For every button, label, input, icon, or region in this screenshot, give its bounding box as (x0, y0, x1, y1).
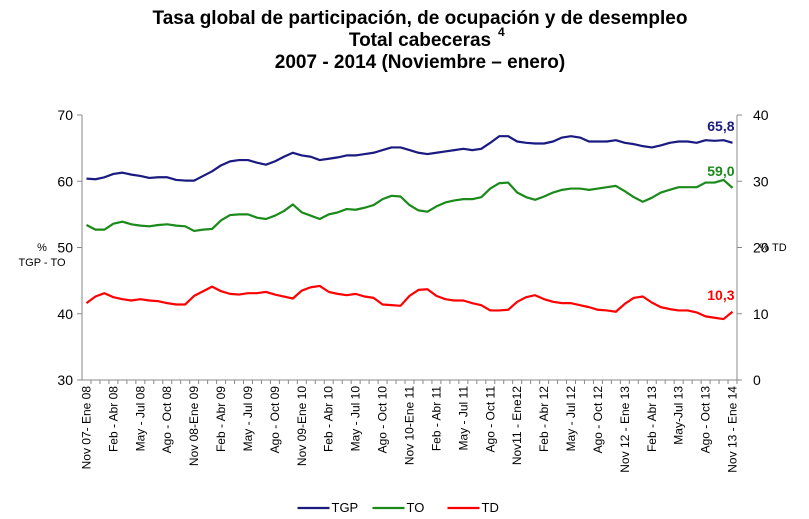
data-label: 10,3 (707, 287, 734, 303)
data-label: 59,0 (707, 163, 734, 179)
x-tick-label: Nov11 - Ene12 (510, 386, 524, 465)
x-tick-label: Nov 13 - Ene 14 (726, 386, 740, 473)
x-tick-label: Ago - Oct 09 (268, 386, 282, 454)
y2-axis-label: % TD (759, 242, 786, 254)
chart-period: 2007 - 2014 (Noviembre – enero) (275, 52, 565, 73)
series-line (85, 284, 734, 321)
x-tick-label: Nov 12 - Ene 13 (618, 386, 632, 473)
x-tick-label: Feb - Abr 12 (537, 386, 551, 452)
y-tick-label: 50 (57, 240, 73, 256)
x-tick-label: Feb - Abr 09 (214, 386, 228, 452)
y2-tick-label: 20 (753, 240, 769, 256)
y-axis-label: % (37, 242, 47, 254)
series-line (86, 135, 733, 182)
x-tick-label: Nov 07- Ene 08 (79, 386, 93, 470)
x-tick-label: Ago - Oct 13 (699, 386, 713, 454)
x-tick-label: Nov 09-Ene 10 (295, 386, 309, 466)
legend-label: TD (482, 500, 499, 515)
title-superscript: 4 (498, 25, 505, 39)
x-tick-label: Ago - Oct 11 (483, 386, 497, 453)
legend-label: TGP (332, 500, 359, 515)
x-tick-label: Feb - Abr 13 (645, 386, 659, 452)
data-label: 65,8 (707, 118, 734, 134)
x-tick-label: Ago - Oct 10 (376, 386, 390, 454)
x-tick-label: Ago - Oct 08 (160, 386, 174, 454)
y-tick-label: 30 (57, 372, 73, 388)
y-axis-label: TGP - TO (18, 257, 66, 269)
y-tick-label: 70 (57, 107, 73, 123)
y-tick-label: 60 (57, 173, 73, 189)
chart-title: Tasa global de participación, de ocupaci… (153, 8, 688, 29)
x-tick-label: Nov 10-Ene 11 (403, 386, 417, 465)
series-line (85, 178, 734, 233)
x-tick-label: Feb - Abr 08 (106, 386, 120, 452)
x-tick-label: May - Jul 11 (456, 386, 470, 451)
y2-tick-label: 0 (753, 372, 761, 388)
x-tick-label: May - Jul 09 (241, 386, 255, 452)
x-tick-label: May - Jul 12 (564, 386, 578, 452)
y-tick-label: 40 (57, 306, 73, 322)
x-tick-label: May - Jul 08 (133, 386, 147, 452)
x-tick-label: Nov 08-Ene 09 (187, 386, 201, 466)
x-tick-label: May-Jul 13 (672, 386, 686, 445)
x-tick-label: May - Jul 10 (349, 386, 363, 452)
y2-tick-label: 30 (753, 173, 769, 189)
chart-subtitle: Total cabeceras (349, 30, 491, 51)
x-tick-label: Feb - Abr 11 (429, 386, 443, 451)
x-tick-label: Feb - Abr 10 (322, 386, 336, 452)
legend-label: TO (407, 500, 425, 515)
y2-tick-label: 10 (753, 306, 769, 322)
y2-tick-label: 40 (753, 107, 769, 123)
x-tick-label: Ago - Oct 12 (591, 386, 605, 454)
